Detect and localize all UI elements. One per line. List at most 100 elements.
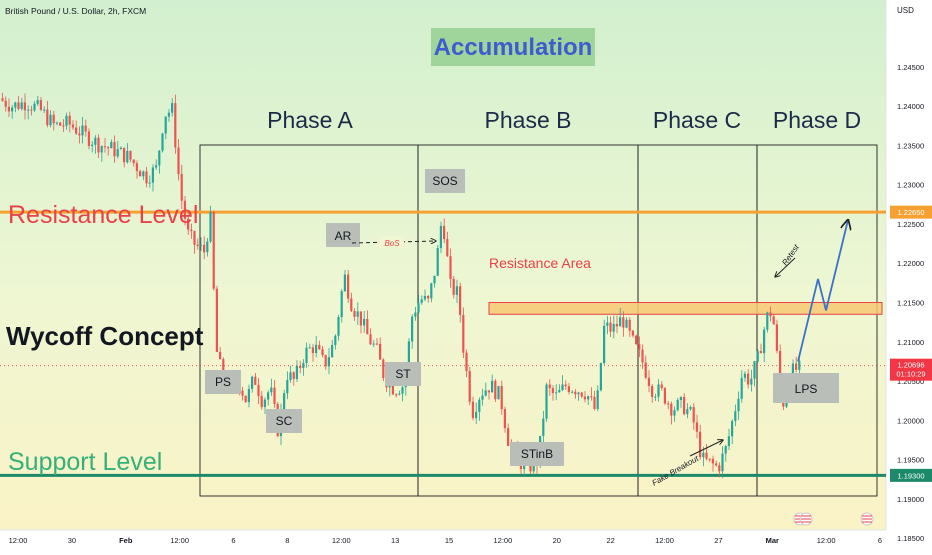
candle-body bbox=[766, 312, 769, 330]
candle-body bbox=[571, 391, 574, 393]
candle-body bbox=[375, 343, 378, 345]
candle-body bbox=[366, 318, 369, 335]
candle-body bbox=[75, 127, 78, 134]
candle-body bbox=[199, 244, 202, 246]
candle-body bbox=[580, 392, 583, 397]
event-labels: PS SC AR ST SOS STinB LPS bbox=[205, 169, 839, 466]
time-ticks-group: 12:00 30 Feb 12:00 6 8 12:00 13 15 12:00 20 22 12:00… bbox=[9, 536, 882, 545]
stinb-box bbox=[510, 442, 564, 466]
candle-body bbox=[708, 458, 711, 460]
candle-body bbox=[215, 288, 218, 352]
candle-body bbox=[254, 376, 257, 385]
event-flag-icons[interactable] bbox=[793, 512, 874, 526]
candle-body bbox=[20, 102, 23, 109]
candle-body bbox=[468, 371, 471, 402]
lps-box bbox=[773, 373, 839, 403]
price-tick-label: 1.19500 bbox=[897, 456, 924, 465]
candle-body bbox=[270, 387, 273, 393]
candle-body bbox=[625, 319, 628, 328]
candle-body bbox=[39, 100, 42, 110]
candle-body bbox=[97, 137, 100, 153]
candle-body bbox=[324, 355, 327, 367]
candle-body bbox=[11, 107, 14, 112]
candle-body bbox=[596, 390, 599, 409]
phase-b-label: Phase B bbox=[485, 107, 572, 133]
price-tick-label: 1.21500 bbox=[897, 299, 924, 308]
candle-body bbox=[263, 399, 266, 408]
us-flag-stripes-icon-3 bbox=[862, 515, 872, 523]
candle-body bbox=[209, 212, 212, 242]
price-tick-label: 1.20500 bbox=[897, 377, 924, 386]
projection-path bbox=[797, 220, 848, 362]
candle-body bbox=[187, 218, 190, 230]
candle-body bbox=[139, 171, 142, 177]
candle-body bbox=[590, 396, 593, 398]
candle-body bbox=[452, 278, 455, 295]
ps-box bbox=[205, 370, 241, 394]
candle-body bbox=[23, 102, 26, 111]
time-tick-label: 12:00 bbox=[332, 536, 351, 545]
phase-d-label: Phase D bbox=[773, 107, 861, 133]
candle-body bbox=[507, 428, 510, 446]
candle-body bbox=[327, 357, 330, 367]
candle-body bbox=[78, 133, 81, 136]
candle-body bbox=[689, 407, 692, 410]
candle-body bbox=[356, 311, 359, 317]
candle-body bbox=[654, 396, 657, 398]
price-tick-label: 1.24000 bbox=[897, 102, 924, 111]
fake-breakout-arrow bbox=[689, 440, 723, 457]
current-price-tag-box bbox=[890, 358, 932, 381]
candle-body bbox=[795, 363, 798, 370]
candle-body bbox=[775, 324, 778, 351]
lps-label: LPS bbox=[795, 382, 818, 396]
candle-body bbox=[609, 322, 612, 332]
candle-body bbox=[161, 133, 164, 151]
candle-body bbox=[244, 395, 247, 403]
candle-body bbox=[164, 116, 167, 134]
candle-body bbox=[119, 147, 122, 150]
candle-body bbox=[628, 319, 631, 331]
time-tick-label: 27 bbox=[714, 536, 722, 545]
candle-body bbox=[372, 343, 375, 345]
candle-body bbox=[267, 392, 270, 400]
candle-body bbox=[91, 144, 94, 147]
candle-body bbox=[142, 171, 145, 177]
candle-body bbox=[155, 165, 158, 168]
candle-body bbox=[699, 431, 702, 458]
candle-body bbox=[724, 446, 727, 454]
candle-body bbox=[180, 173, 183, 201]
candle-body bbox=[132, 159, 135, 164]
candle-body bbox=[769, 312, 772, 317]
candle-body bbox=[692, 407, 695, 423]
candle-body bbox=[747, 373, 750, 385]
support-price-tag-text: 1.19300 bbox=[897, 471, 924, 480]
candle-body bbox=[567, 386, 570, 393]
currency-label: USD bbox=[897, 6, 914, 15]
candle-body bbox=[663, 388, 666, 404]
time-tick-label: 8 bbox=[285, 536, 289, 545]
time-tick-label: 15 bbox=[445, 536, 453, 545]
candle-body bbox=[439, 225, 442, 248]
candle-body bbox=[251, 376, 254, 389]
candle-body bbox=[718, 465, 721, 472]
bos-label: BoS bbox=[384, 239, 400, 248]
support-price-tag: 1.19300 bbox=[890, 468, 932, 482]
candle-body bbox=[491, 380, 494, 393]
candle-body bbox=[347, 274, 350, 299]
time-tick-label: 6 bbox=[231, 536, 235, 545]
candle-body bbox=[151, 167, 154, 183]
countdown-text: 01:10:29 bbox=[896, 370, 925, 379]
candle-body bbox=[548, 384, 551, 389]
time-tick-label: 6 bbox=[878, 536, 882, 545]
candle-body bbox=[7, 106, 10, 112]
resistance-price-tag-box bbox=[890, 205, 932, 219]
candle-body bbox=[302, 362, 305, 368]
candle-body bbox=[55, 122, 58, 124]
price-axis-background bbox=[886, 0, 932, 550]
time-tick-label: 13 bbox=[391, 536, 399, 545]
ar-label: AR bbox=[335, 229, 352, 243]
candle-body bbox=[753, 361, 756, 379]
candle-body bbox=[551, 388, 554, 394]
candle-body bbox=[4, 100, 7, 107]
